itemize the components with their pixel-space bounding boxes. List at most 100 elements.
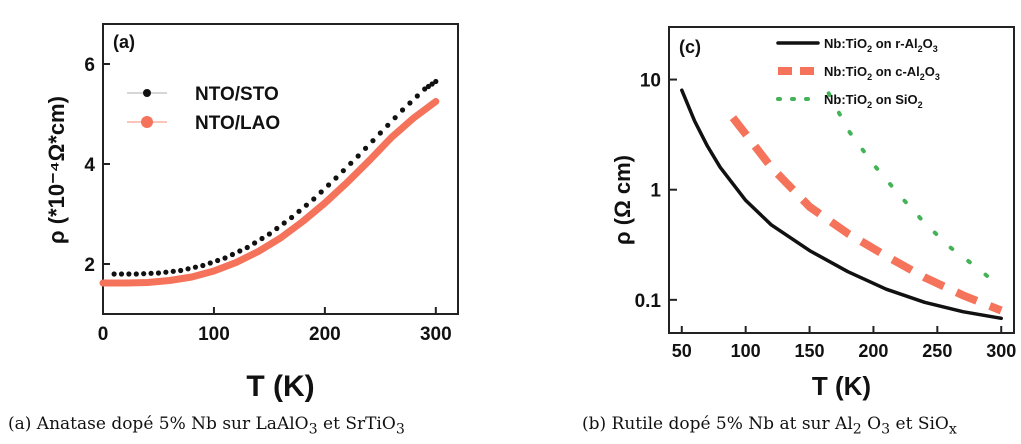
series-point-nto-sto [414,93,420,99]
legend-label-part: O [925,64,935,79]
caption-b-sub1: 2 [852,421,862,438]
x-tick-label-c-3: 200 [858,341,888,361]
legend-label-part: 2 [867,100,872,110]
series-point-nto-sto [392,115,398,121]
series-point-nto-sto [399,107,406,113]
caption-b-sub3: x [948,421,957,438]
y-tick-label-c-2: 10 [640,71,661,92]
caption-a-sub1: 3 [308,421,318,438]
caption-b-mid2: et SiO [890,414,949,434]
series-point-nto-sto [178,267,184,274]
x-tick-label-a-0: 0 [98,324,109,345]
series-point-nto-sto [296,208,302,214]
legend-label-part: 3 [933,44,938,54]
legend-label-nto-lao: NTO/LAO [195,113,280,134]
series-point-nto-sto [244,244,250,251]
legend-marker-nto-sto [143,89,151,97]
series-point-nto-sto [133,271,139,277]
series-point-nto-sto [192,264,199,270]
series-point-nto-sto [185,266,191,272]
series-point-nto-sto [111,271,117,277]
y-tick-label-c-0: 0.1 [635,291,662,312]
series-point-nto-sto [422,86,428,92]
legend-label-part: 2 [920,72,925,82]
plot-frame-c [668,26,1015,334]
series-point-nto-sto [429,81,435,87]
y-tick-label-a-1: 4 [84,155,95,176]
legend-label-part: 2 [918,100,923,110]
series-point-nto-sto [229,251,236,258]
y-tick-label-c-1: 1 [650,181,661,202]
x-tick-label-c-0: 50 [672,341,692,361]
y-axis-title-c: ρ (Ω cm) [610,155,635,245]
series-point-nto-sto [288,214,295,221]
x-tick-label-c-5: 300 [986,341,1016,361]
caption-b-sub2: 3 [881,421,891,438]
caption-a-text: (a) Anatase dopé 5% Nb sur LaAlO [8,414,309,434]
series-point-nto-sto [433,78,439,85]
series-point-nto-sto [318,189,324,195]
series-line-c-al2o3 [729,115,1003,315]
caption-a-sub2: 3 [395,421,405,438]
series-point-nto-sto [385,122,391,128]
legend-label-part: on r-Al [872,36,918,51]
series-point-nto-sto [215,257,221,264]
legend-label-1: Nb:TiO2 on c-Al2O3 [824,64,940,82]
legend-label-part: Nb:TiO [824,64,867,79]
x-tick-label-c-1: 100 [731,341,761,361]
legend-marker-nto-lao [141,116,153,128]
legend-label-part: 2 [918,44,923,54]
x-tick-label-a-1: 100 [198,324,230,345]
legend-label-part: Nb:TiO [824,92,867,107]
legend-label-part: on SiO [872,92,918,107]
legend-label-part: 2 [867,44,872,54]
chart-panel-a: 0 100 200 300 2 4 6 (a) NTO/STO NTO/LAO T (K) ρ… [44,23,459,403]
panel-label-a: (a) [113,32,135,52]
caption-b: (b) Rutile dopé 5% Nb at sur Al2 O3 et S… [582,414,957,437]
series-point-nto-sto [333,175,339,181]
series-point-nto-sto [303,202,309,208]
series-point-nto-sto [237,248,243,254]
series-point-nto-sto [252,240,258,246]
caption-b-mid: O [861,414,882,434]
series-point-nto-sto [118,271,125,277]
caption-a-mid: et SrTiO [317,414,396,434]
x-tick-label-a-3: 300 [420,324,452,345]
series-point-nto-sto [362,145,369,151]
series-line-nto-lao [99,98,440,287]
series-point-nto-sto [170,268,176,274]
y-tick-label-a-2: 6 [84,55,95,76]
legend-label-2: Nb:TiO2 on SiO2 [824,92,923,110]
series-point-nto-sto [163,269,169,275]
x-tick-label-c-4: 250 [922,341,952,361]
x-tick-label-a-2: 200 [309,324,341,345]
series-point-nto-sto [311,196,317,202]
series-point-nto-sto [281,220,287,226]
legend-label-part: 3 [935,72,940,82]
legend-label-part: O [923,36,933,51]
legend-label-part: 2 [867,72,872,82]
legend-label-part: on c-Al [872,64,920,79]
series-point-nto-sto [222,255,228,261]
x-axis-title-a: T (K) [246,370,314,403]
panel-label-c: (c) [679,37,701,57]
series-point-nto-sto [148,270,154,276]
series-point-nto-sto [370,138,376,144]
series-point-nto-sto [407,100,413,106]
series-point-nto-sto [274,225,280,232]
series-point-nto-sto [355,153,361,159]
y-tick-label-a-0: 2 [84,255,95,276]
series-point-nto-sto [207,260,213,266]
y-axis-title-a: ρ (*10⁻⁴Ω*cm) [44,96,69,244]
series-point-nto-sto [377,130,383,136]
series-point-nto-sto [340,168,346,174]
series-point-nto-sto [141,271,147,277]
series-point-nto-sto [259,235,265,242]
plot-frame-a [102,23,459,315]
series-line-sio2 [826,91,1004,290]
series-point-nto-sto [348,160,354,166]
series-point-nto-sto [425,83,432,90]
x-tick-label-c-2: 150 [795,341,825,361]
